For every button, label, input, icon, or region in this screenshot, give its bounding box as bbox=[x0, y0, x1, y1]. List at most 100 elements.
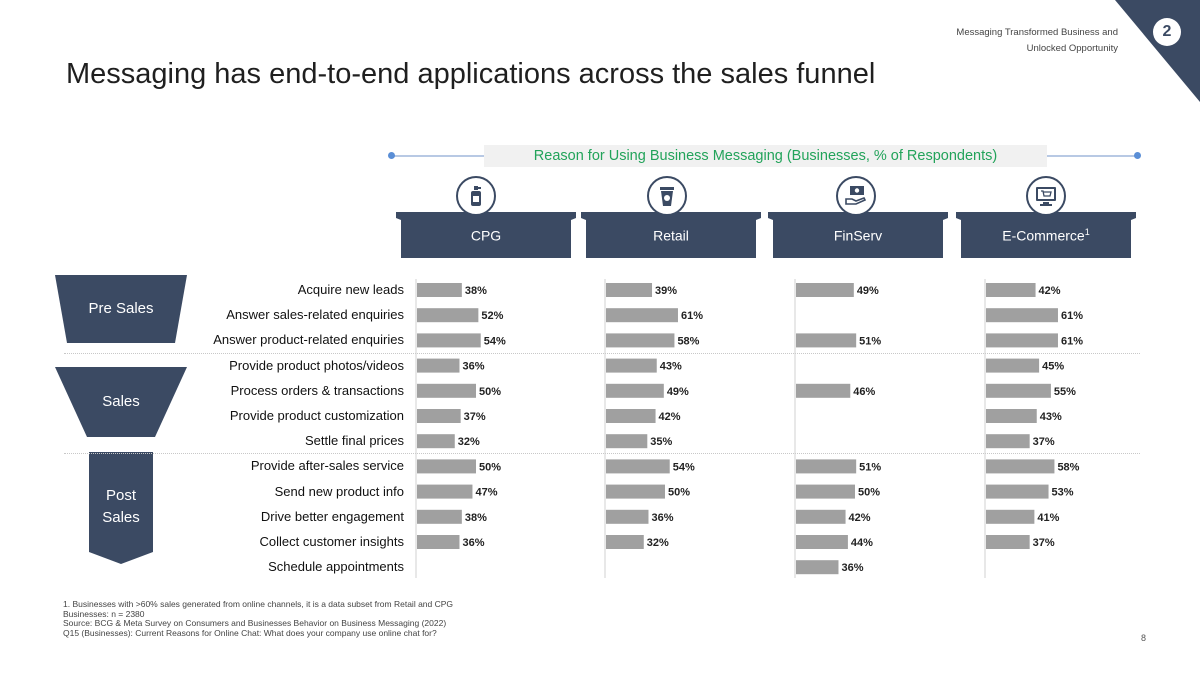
bar-value-label: 61% bbox=[681, 310, 703, 322]
header-subtitle-line2: Unlocked Opportunity bbox=[1026, 43, 1118, 54]
bar bbox=[417, 283, 462, 297]
row-label: Collect customer insights bbox=[259, 534, 405, 549]
bar bbox=[986, 283, 1036, 297]
bar-value-label: 37% bbox=[1033, 436, 1055, 448]
bar-value-label: 50% bbox=[479, 461, 501, 473]
stage-post-sales: Post Sales bbox=[55, 452, 187, 564]
column-header-label: Retail bbox=[653, 227, 689, 244]
column-header-label: FinServ bbox=[833, 227, 883, 244]
bar-value-label: 43% bbox=[660, 361, 682, 373]
bar bbox=[986, 459, 1055, 474]
bar-value-label: 53% bbox=[1052, 487, 1074, 499]
bar bbox=[796, 484, 855, 499]
bar bbox=[417, 358, 460, 373]
bar-value-label: 36% bbox=[651, 512, 673, 524]
bar-value-label: 38% bbox=[465, 512, 487, 524]
bar bbox=[986, 509, 1035, 524]
stage-label: Pre Sales bbox=[88, 300, 154, 317]
bar bbox=[417, 383, 476, 398]
bar bbox=[606, 509, 649, 524]
column-header-cpg: CPG bbox=[396, 212, 576, 258]
footnote-4: Q15 (Businesses): Current Reasons for On… bbox=[63, 627, 437, 638]
row-label: Schedule appointments bbox=[268, 559, 404, 575]
bar-value-label: 36% bbox=[841, 562, 863, 574]
bar bbox=[986, 484, 1049, 499]
stage-separator bbox=[64, 453, 1140, 454]
chart-title-line-dot-right bbox=[1134, 152, 1141, 159]
bar-value-label: 50% bbox=[668, 487, 690, 499]
bar bbox=[606, 283, 653, 297]
header-subtitle-line1: Messaging Transformed Business and bbox=[956, 27, 1118, 38]
bar-value-label: 50% bbox=[479, 386, 501, 398]
bar-value-label: 38% bbox=[465, 285, 487, 297]
footnotes: 1. Businesses with >60% sales generated … bbox=[63, 599, 454, 638]
footnote-3: Source: BCG & Meta Survey on Consumers a… bbox=[63, 618, 447, 628]
bar bbox=[796, 509, 846, 524]
bar-value-label: 50% bbox=[858, 487, 880, 499]
column-header-label: CPG bbox=[470, 227, 502, 244]
bar bbox=[417, 434, 455, 449]
bar-value-label: 54% bbox=[484, 335, 506, 347]
bar-value-label: 58% bbox=[677, 335, 699, 347]
bar-value-label: 52% bbox=[481, 310, 503, 322]
bar-value-label: 43% bbox=[1040, 411, 1062, 423]
bar-value-label: 45% bbox=[1042, 361, 1064, 373]
bar-value-label: 32% bbox=[647, 537, 669, 549]
bar-value-label: 47% bbox=[475, 487, 497, 499]
bar-value-label: 42% bbox=[849, 512, 871, 524]
column-header-finserv: FinServ bbox=[768, 212, 948, 258]
page-number: 8 bbox=[1140, 633, 1146, 643]
bar-value-label: 49% bbox=[667, 386, 689, 398]
bar bbox=[606, 358, 657, 373]
footnote-1: 1. Businesses with >60% sales generated … bbox=[63, 599, 454, 609]
bar-value-label: 42% bbox=[659, 411, 681, 423]
page-title: Messaging has end-to-end applications ac… bbox=[66, 58, 876, 90]
bar-value-label: 49% bbox=[857, 285, 879, 297]
bar bbox=[606, 409, 656, 423]
column-header-retail: Retail bbox=[581, 212, 761, 258]
bar bbox=[986, 358, 1040, 373]
bar bbox=[606, 333, 675, 348]
bar bbox=[606, 434, 648, 449]
bar bbox=[986, 333, 1058, 348]
bar-value-label: 55% bbox=[1054, 386, 1076, 398]
money-hand-icon bbox=[836, 176, 876, 216]
bar bbox=[417, 308, 479, 323]
hand-sanitizer-icon bbox=[456, 176, 496, 216]
bar-value-label: 37% bbox=[464, 411, 486, 423]
bar bbox=[986, 409, 1037, 423]
footnote-2: Businesses: n = 2380 bbox=[63, 608, 145, 619]
bar bbox=[417, 484, 473, 499]
column-header-label: E-Commerce1 bbox=[1002, 227, 1090, 244]
bar bbox=[796, 333, 857, 348]
bar bbox=[417, 509, 462, 524]
stage-label: Post Sales bbox=[102, 487, 140, 526]
bar bbox=[796, 459, 857, 474]
bar-value-label: 58% bbox=[1057, 461, 1079, 473]
stage-separator bbox=[64, 353, 1140, 354]
row-label: Answer product-related enquiries bbox=[213, 332, 404, 348]
column-header-ecommerce: E-Commerce1 bbox=[956, 212, 1136, 258]
row-label: Provide product customization bbox=[229, 408, 404, 423]
bar-value-label: 44% bbox=[851, 537, 873, 549]
bar bbox=[986, 383, 1051, 398]
computer-cart-icon bbox=[1026, 176, 1066, 216]
header-subtitle: Messaging Transformed Business and Unloc… bbox=[858, 25, 1118, 57]
bar bbox=[986, 308, 1058, 323]
bar-value-label: 39% bbox=[655, 285, 677, 297]
row-label: Acquire new leads bbox=[297, 282, 404, 297]
bar bbox=[796, 535, 848, 549]
coffee-cup-icon bbox=[647, 176, 687, 216]
bar-value-label: 32% bbox=[458, 436, 480, 448]
bar bbox=[417, 459, 476, 474]
bar bbox=[986, 535, 1030, 549]
bar bbox=[796, 560, 839, 575]
bar-value-label: 36% bbox=[462, 537, 484, 549]
bar bbox=[606, 484, 665, 499]
stage-pre-sales: Pre Sales bbox=[55, 275, 187, 343]
row-label: Drive better engagement bbox=[260, 508, 404, 524]
bar-value-label: 36% bbox=[462, 361, 484, 373]
bar bbox=[417, 409, 461, 423]
bar bbox=[606, 459, 670, 474]
bar-value-label: 51% bbox=[859, 335, 881, 347]
